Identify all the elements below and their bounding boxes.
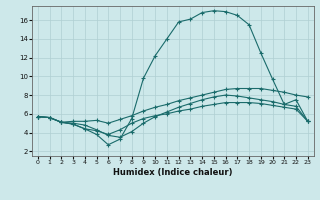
X-axis label: Humidex (Indice chaleur): Humidex (Indice chaleur) [113,168,233,177]
